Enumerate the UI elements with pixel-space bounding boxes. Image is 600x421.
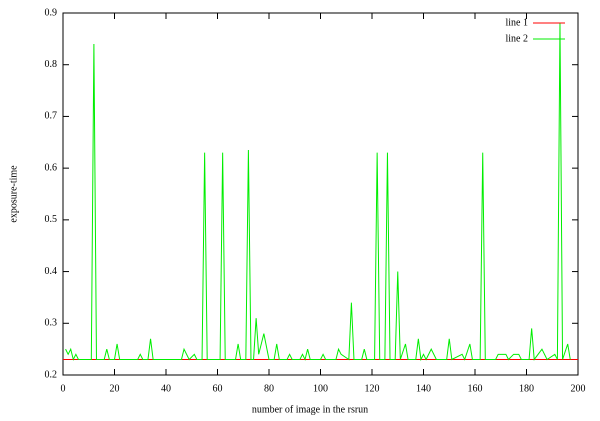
y-tick-label: 0.3 [45,318,58,329]
plot-border [62,12,579,376]
y-tick-label: 0.4 [45,266,58,277]
x-tick-label: 80 [264,383,274,394]
y-tick-label: 0.8 [45,59,58,70]
y-tick-label: 0.5 [45,214,58,225]
x-tick-label: 40 [161,383,171,394]
x-tick-label: 100 [313,383,328,394]
data-line [65,23,571,362]
x-tick-label: 60 [213,383,223,394]
legend-label: line 1 [506,17,529,28]
x-tick-label: 160 [468,383,483,394]
y-tick-label: 0.2 [45,369,58,380]
y-tick-label: 0.7 [45,111,58,122]
legend-label: line 2 [506,33,529,44]
x-tick-label: 0 [61,383,66,394]
x-axis-label: number of image in the rsrun [252,404,368,415]
y-tick-label: 0.6 [45,162,58,173]
x-tick-label: 180 [519,383,534,394]
x-tick-label: 120 [365,383,380,394]
x-tick-label: 140 [416,383,431,394]
x-tick-label: 200 [571,383,586,394]
y-axis-label: exposure-time [8,165,19,223]
x-tick-label: 20 [110,383,120,394]
y-tick-label: 0.9 [45,7,58,18]
